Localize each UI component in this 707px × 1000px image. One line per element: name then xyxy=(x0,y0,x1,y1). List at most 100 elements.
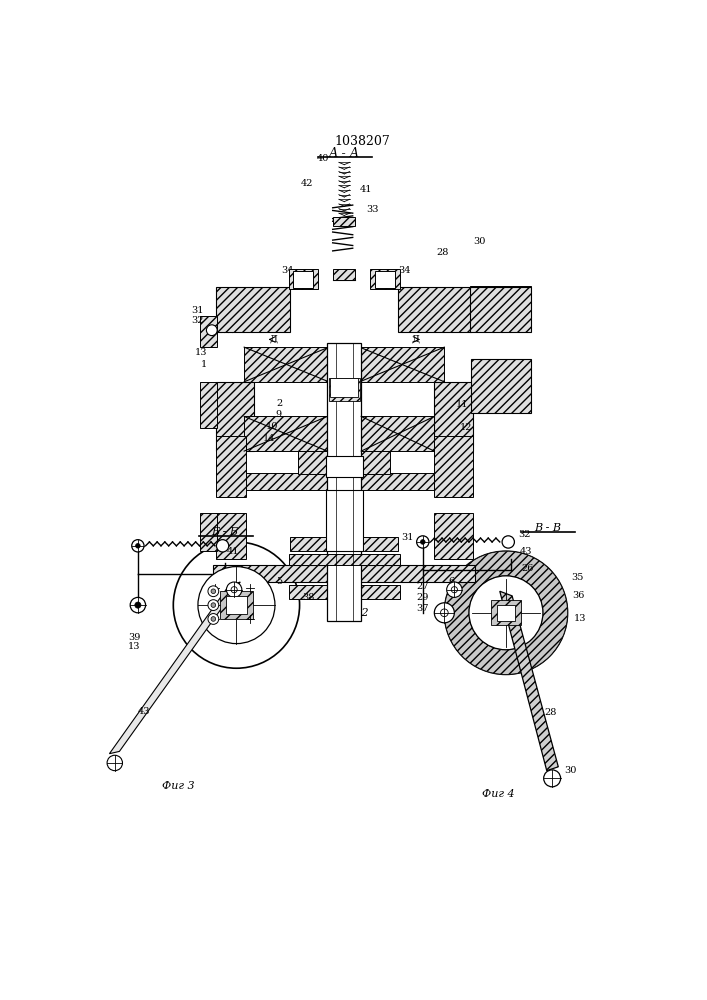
Bar xyxy=(363,537,398,551)
Text: 14: 14 xyxy=(262,434,275,443)
Circle shape xyxy=(211,617,216,621)
Text: 28: 28 xyxy=(437,248,449,257)
Circle shape xyxy=(132,540,144,552)
Text: 9: 9 xyxy=(275,410,281,419)
Text: 33: 33 xyxy=(366,205,378,214)
Bar xyxy=(497,605,515,620)
Bar xyxy=(288,269,318,289)
Bar xyxy=(288,554,399,565)
Circle shape xyxy=(208,614,218,624)
Text: 26: 26 xyxy=(521,564,534,573)
Circle shape xyxy=(416,536,429,548)
Bar xyxy=(244,416,329,451)
Bar xyxy=(361,473,434,490)
Text: Фиг 4: Фиг 4 xyxy=(482,789,515,799)
Text: 42: 42 xyxy=(301,179,313,188)
Text: 27: 27 xyxy=(416,582,429,591)
Bar xyxy=(472,359,532,413)
Text: 31: 31 xyxy=(192,306,204,315)
Text: 6: 6 xyxy=(448,578,455,586)
Circle shape xyxy=(208,600,218,610)
Bar xyxy=(469,286,532,309)
Bar xyxy=(361,451,390,474)
Circle shape xyxy=(434,603,455,623)
Bar xyxy=(434,382,473,451)
Bar xyxy=(334,269,355,280)
Bar xyxy=(244,473,327,490)
Circle shape xyxy=(130,597,146,613)
Circle shape xyxy=(198,567,275,644)
Text: 13: 13 xyxy=(194,348,207,357)
Text: 40: 40 xyxy=(317,154,329,163)
Circle shape xyxy=(451,587,457,593)
Text: 13: 13 xyxy=(573,614,586,623)
Circle shape xyxy=(469,576,543,650)
Bar xyxy=(434,513,473,559)
Bar xyxy=(226,596,247,614)
Text: 34: 34 xyxy=(281,266,294,275)
Text: 43: 43 xyxy=(138,707,150,716)
Circle shape xyxy=(447,582,462,597)
Text: А - А: А - А xyxy=(329,147,360,160)
Text: 13: 13 xyxy=(128,642,140,651)
Text: 41: 41 xyxy=(227,547,240,556)
Text: 31: 31 xyxy=(401,533,414,542)
Text: 38: 38 xyxy=(303,593,315,602)
Text: 32: 32 xyxy=(192,316,204,325)
Bar xyxy=(491,600,521,625)
Bar xyxy=(244,347,329,382)
Circle shape xyxy=(226,582,242,597)
Wedge shape xyxy=(444,551,568,674)
Circle shape xyxy=(502,536,515,548)
Circle shape xyxy=(107,755,122,771)
Text: 30: 30 xyxy=(564,766,577,775)
Bar xyxy=(291,537,326,551)
Circle shape xyxy=(444,551,568,674)
Bar xyxy=(360,347,444,382)
Circle shape xyxy=(231,587,238,593)
Text: 37: 37 xyxy=(416,604,429,613)
Text: 28: 28 xyxy=(544,708,557,717)
Bar xyxy=(375,271,395,288)
Text: Д: Д xyxy=(269,335,277,344)
Polygon shape xyxy=(500,591,559,771)
Text: Фиг 2: Фиг 2 xyxy=(336,608,368,618)
Circle shape xyxy=(136,544,140,548)
Circle shape xyxy=(206,325,217,336)
Text: 41: 41 xyxy=(360,185,372,194)
Bar xyxy=(216,436,247,497)
Text: 1038207: 1038207 xyxy=(334,135,390,148)
Circle shape xyxy=(421,540,425,544)
Text: Фиг 3: Фиг 3 xyxy=(163,781,195,791)
Text: В - В: В - В xyxy=(534,523,561,533)
Bar xyxy=(334,217,355,226)
Text: 43: 43 xyxy=(520,547,532,556)
Text: 12: 12 xyxy=(460,424,472,432)
Text: 35: 35 xyxy=(571,573,584,582)
Text: 1: 1 xyxy=(201,360,207,369)
Text: Д: Д xyxy=(411,335,419,344)
Text: Б - Б: Б - Б xyxy=(211,527,238,537)
Bar xyxy=(327,343,361,620)
Circle shape xyxy=(211,603,216,607)
Polygon shape xyxy=(110,582,240,754)
Bar xyxy=(398,287,472,332)
Bar xyxy=(293,271,313,288)
Bar xyxy=(288,585,399,599)
Text: 30: 30 xyxy=(474,237,486,246)
Bar xyxy=(469,287,532,332)
Bar xyxy=(216,382,254,451)
Bar xyxy=(200,316,217,347)
Text: 36: 36 xyxy=(572,591,585,600)
Circle shape xyxy=(135,602,141,608)
Circle shape xyxy=(216,540,229,552)
Bar xyxy=(329,378,360,401)
Bar xyxy=(219,591,253,619)
Circle shape xyxy=(544,770,561,787)
Text: 39: 39 xyxy=(128,633,140,642)
Bar xyxy=(370,269,399,289)
Bar xyxy=(200,513,217,551)
Bar xyxy=(326,490,363,551)
Text: 2: 2 xyxy=(276,399,283,408)
Text: 10: 10 xyxy=(266,422,278,431)
